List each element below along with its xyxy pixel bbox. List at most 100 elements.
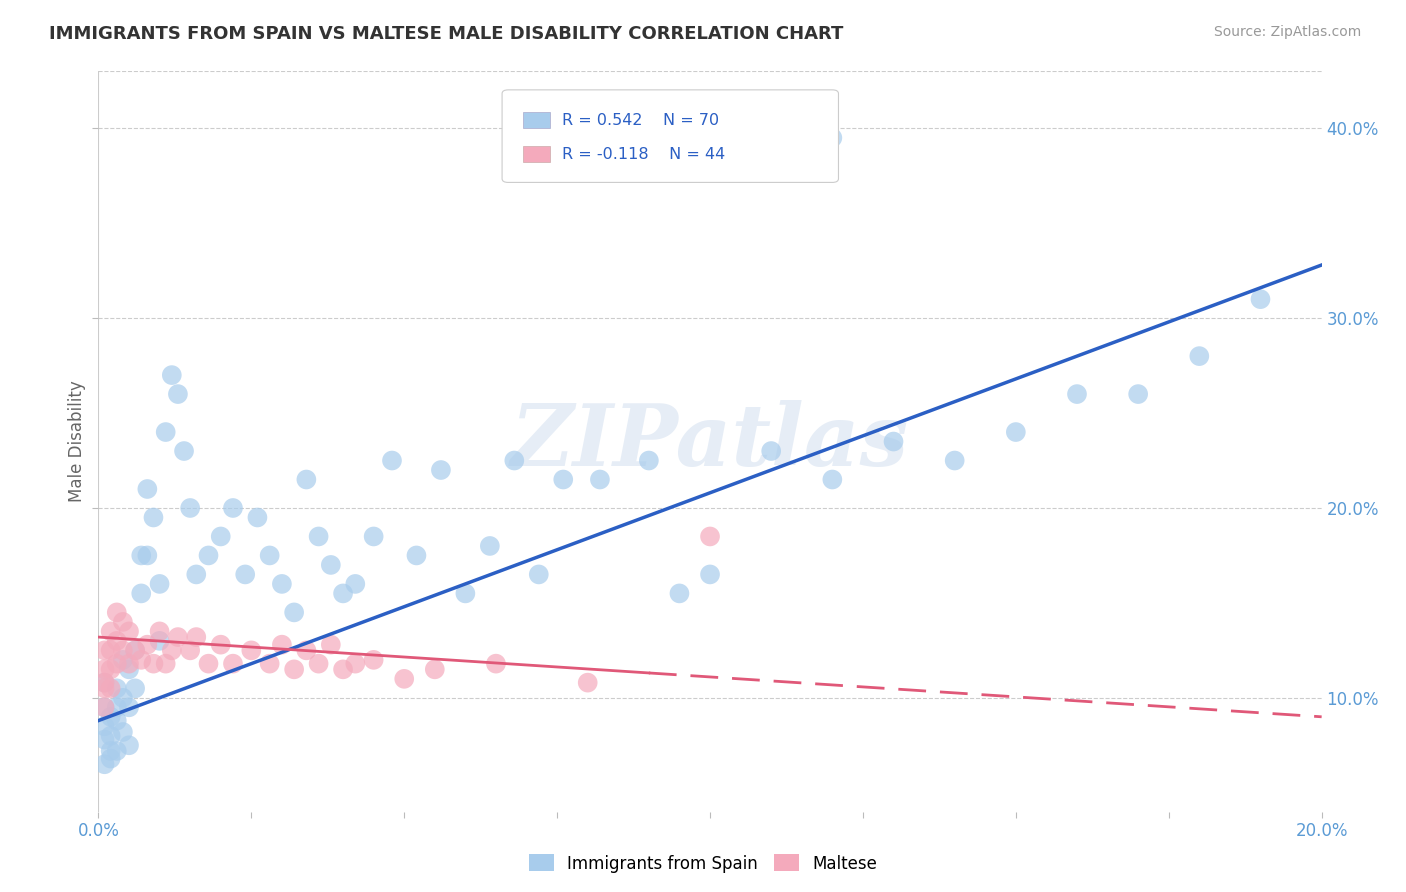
Point xyxy=(100,662,122,676)
Point xyxy=(332,662,354,676)
Point xyxy=(149,577,172,591)
Point xyxy=(105,681,128,696)
Point xyxy=(186,567,208,582)
Point xyxy=(160,643,183,657)
Point xyxy=(93,643,115,657)
Y-axis label: Male Disability: Male Disability xyxy=(67,381,86,502)
Point xyxy=(392,672,416,686)
Point xyxy=(100,624,122,639)
Point xyxy=(295,473,318,487)
Point xyxy=(142,657,165,671)
Point xyxy=(527,567,550,582)
Point xyxy=(149,633,172,648)
Point xyxy=(233,567,256,582)
Point xyxy=(1004,425,1026,439)
Point xyxy=(118,739,141,753)
Point xyxy=(100,744,122,758)
Point xyxy=(430,463,453,477)
Point xyxy=(136,482,159,496)
Point xyxy=(111,690,134,705)
Point xyxy=(129,549,152,563)
Point xyxy=(136,549,159,563)
Point xyxy=(179,643,201,657)
Point xyxy=(259,657,281,671)
Point xyxy=(160,368,183,383)
Point xyxy=(93,757,115,772)
Point xyxy=(381,453,404,467)
Point xyxy=(100,710,122,724)
Point xyxy=(344,577,367,591)
Point xyxy=(478,539,501,553)
Point xyxy=(111,653,134,667)
Point xyxy=(363,653,385,667)
Point xyxy=(118,700,141,714)
Point xyxy=(454,586,477,600)
Point xyxy=(124,643,146,657)
Point xyxy=(699,529,721,543)
Point xyxy=(100,751,122,765)
Text: Source: ZipAtlas.com: Source: ZipAtlas.com xyxy=(1213,25,1361,39)
Point xyxy=(136,638,159,652)
Point xyxy=(821,473,844,487)
Point xyxy=(111,615,134,629)
Point xyxy=(179,500,201,515)
Point xyxy=(93,732,115,747)
Legend: Immigrants from Spain, Maltese: Immigrants from Spain, Maltese xyxy=(522,847,884,880)
Point xyxy=(100,681,122,696)
Point xyxy=(100,729,122,743)
Point xyxy=(167,387,190,401)
Point xyxy=(222,500,245,515)
Point xyxy=(246,510,269,524)
Point xyxy=(186,630,208,644)
Point xyxy=(118,662,141,676)
Point xyxy=(637,453,661,467)
Point xyxy=(699,567,721,582)
Point xyxy=(105,714,128,728)
Point xyxy=(1128,387,1150,401)
Point xyxy=(308,657,330,671)
Point xyxy=(405,549,427,563)
Point xyxy=(93,700,115,714)
Point xyxy=(1249,292,1271,306)
Point xyxy=(93,681,115,696)
FancyBboxPatch shape xyxy=(502,90,838,183)
Point xyxy=(209,638,232,652)
Point xyxy=(197,657,219,671)
Point xyxy=(308,529,330,543)
Point xyxy=(111,725,134,739)
Point xyxy=(100,643,122,657)
Point xyxy=(209,529,232,543)
Point xyxy=(270,638,292,652)
Point xyxy=(589,473,612,487)
Point xyxy=(105,700,128,714)
Point xyxy=(173,444,195,458)
Point xyxy=(344,657,367,671)
Point xyxy=(105,657,128,671)
Point xyxy=(105,633,128,648)
Point xyxy=(1188,349,1211,363)
Point xyxy=(155,657,177,671)
Point xyxy=(319,638,342,652)
Point xyxy=(943,453,966,467)
Point xyxy=(759,444,782,458)
Point xyxy=(883,434,905,449)
Point xyxy=(553,473,575,487)
Point xyxy=(319,558,342,572)
Text: ZIPatlas: ZIPatlas xyxy=(510,400,910,483)
Point xyxy=(332,586,354,600)
Point xyxy=(283,606,305,620)
Point xyxy=(129,653,152,667)
Point xyxy=(124,643,146,657)
Point xyxy=(93,675,115,690)
Point xyxy=(240,643,263,657)
Point xyxy=(105,606,128,620)
Point xyxy=(111,643,134,657)
Point xyxy=(149,624,172,639)
Point xyxy=(118,657,141,671)
Point xyxy=(93,719,115,733)
Point xyxy=(668,586,690,600)
Point xyxy=(295,643,318,657)
Point xyxy=(503,453,526,467)
Point xyxy=(142,510,165,524)
Point xyxy=(167,630,190,644)
